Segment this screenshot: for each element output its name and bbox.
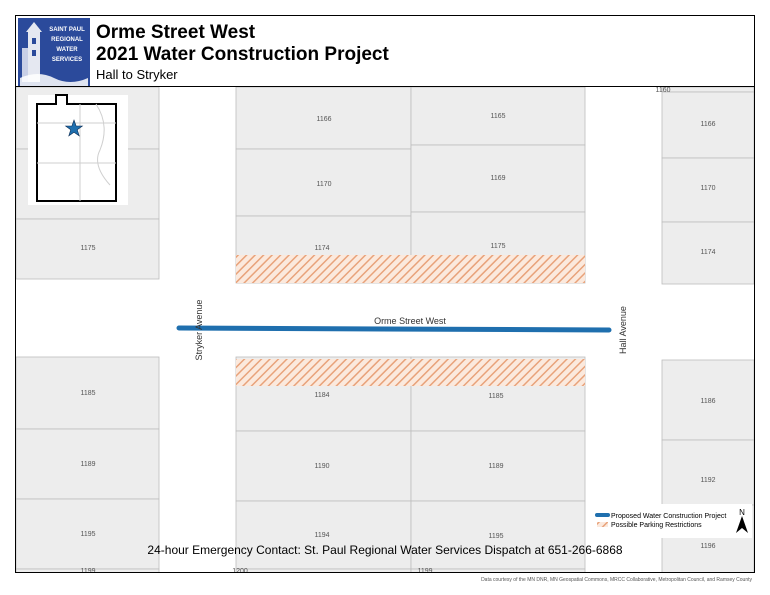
north-arrow-icon (736, 516, 748, 533)
parcel (16, 428, 160, 500)
subtitle: Hall to Stryker (96, 67, 178, 82)
parcel-number: 1166 (700, 121, 715, 128)
legend-parking-label: Possible Parking Restrictions (611, 522, 702, 529)
parcel-number: 1186 (700, 398, 715, 405)
parcel (16, 568, 160, 572)
parcel (16, 356, 160, 430)
parcel-number: 1185 (488, 393, 503, 400)
parcel-number: 1175 (80, 245, 95, 252)
parcel (235, 568, 412, 572)
map-svg: Orme Street West Stryker Avenue Hall Ave… (16, 87, 754, 572)
parcel-number: 1166 (316, 116, 331, 123)
spruws-logo: SAINT PAUL REGIONAL WATER SERVICES (18, 18, 90, 86)
parcel (661, 221, 754, 285)
logo-line-4: SERVICES (52, 57, 82, 63)
parcel (410, 568, 586, 572)
construction-line (176, 325, 612, 333)
legend-parking-swatch (597, 522, 608, 527)
parcel (235, 500, 412, 570)
parcel-number: 1170 (700, 185, 715, 192)
title-line-2: 2021 Water Construction Project (96, 44, 389, 65)
parcel-number: 1199 (417, 568, 432, 572)
parcel (410, 144, 586, 213)
parcel-number: 1195 (488, 533, 503, 540)
logo-line-2: REGIONAL (51, 37, 83, 43)
legend-construction-label: Proposed Water Construction Project (611, 513, 726, 520)
parcel (16, 498, 160, 570)
logo-line-1: SAINT PAUL (49, 27, 85, 33)
parcel-number: 1199 (80, 568, 95, 572)
inset-city-outline (36, 94, 117, 202)
parcel-number: 1189 (488, 463, 503, 470)
parcel (235, 430, 412, 502)
parcel-number: 1174 (700, 249, 715, 256)
parcel-number: 1194 (314, 532, 329, 539)
street-label-orme: Orme Street West (374, 316, 446, 326)
logo-line-3: WATER (56, 47, 78, 53)
parcel-number: 1196 (700, 543, 715, 550)
parcel-number: 1195 (80, 531, 95, 538)
map-area: Orme Street West Stryker Avenue Hall Ave… (16, 87, 754, 572)
location-star-icon (64, 119, 84, 137)
data-credit: Data courtesy of the MN DNR, MN Geospati… (481, 577, 752, 583)
emergency-contact: 24-hour Emergency Contact: St. Paul Regi… (147, 543, 623, 557)
street-label-stryker: Stryker Avenue (194, 300, 204, 361)
header (15, 15, 755, 87)
parcel-number: 1184 (314, 392, 329, 399)
parcel-number: 1174 (314, 245, 329, 252)
parcel-number: 1189 (80, 461, 95, 468)
parcel-number: 1175 (490, 243, 505, 250)
parking-restriction-north (236, 255, 585, 283)
north-label: N (739, 508, 745, 517)
parcel (410, 430, 586, 502)
parcel-number: 1192 (700, 477, 715, 484)
parcel (16, 218, 160, 280)
parcel-number: 1170 (316, 181, 331, 188)
parcel (410, 500, 586, 570)
parcel (661, 91, 754, 159)
parcel (661, 157, 754, 223)
legend-box (590, 504, 752, 538)
parcel-number: 1200 (232, 568, 248, 572)
parcel-number: 1169 (490, 175, 505, 182)
parking-restriction-south (236, 359, 585, 386)
parcel-number: 1185 (80, 390, 95, 397)
title-line-1: Orme Street West (96, 22, 256, 43)
parcel (661, 359, 754, 441)
parcel-number: 1165 (490, 113, 505, 120)
parcel (661, 439, 754, 506)
parcel (661, 87, 754, 93)
parcel-number: 1190 (314, 463, 329, 470)
street-label-hall: Hall Avenue (618, 306, 628, 354)
parcel-number: 1160 (655, 87, 670, 94)
